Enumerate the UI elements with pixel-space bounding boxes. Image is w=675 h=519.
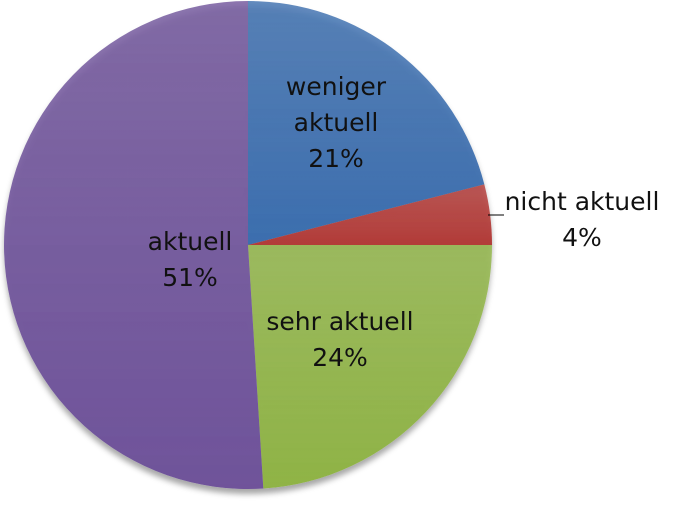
pie-slice-sehr-aktuell	[248, 245, 492, 489]
pie-slice-weniger-aktuell	[248, 1, 485, 245]
data-label-sehr-aktuell: sehr aktuell 24%	[266, 307, 413, 372]
data-label-aktuell: aktuell 51%	[148, 227, 233, 292]
data-label-nicht-aktuell: nicht aktuell 4%	[505, 187, 660, 252]
pie-slice-nicht-aktuell	[248, 184, 492, 245]
pie-slice-aktuell	[3, 1, 264, 490]
data-label-weniger-aktuell: weniger aktuell 21%	[286, 72, 387, 173]
